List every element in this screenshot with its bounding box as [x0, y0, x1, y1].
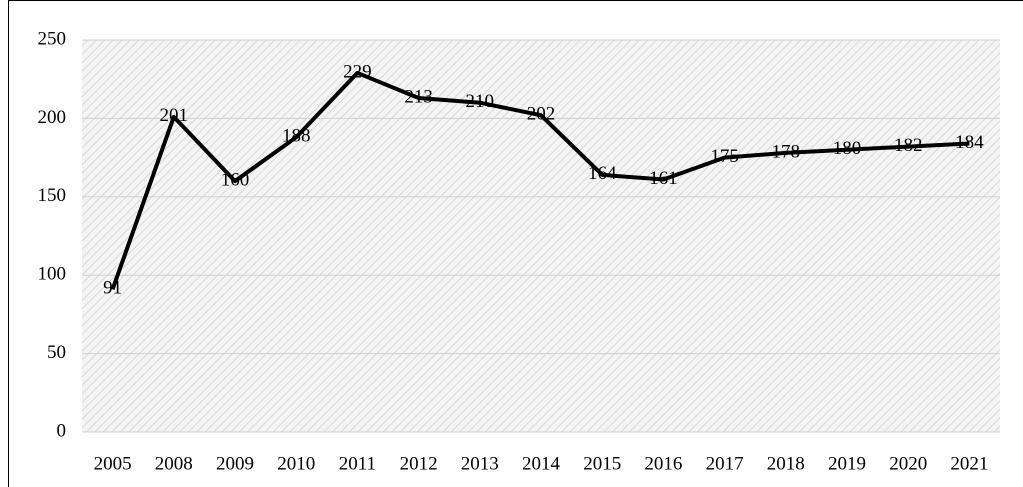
data-label: 188: [282, 126, 311, 147]
x-tick-label: 2013: [461, 453, 499, 474]
x-tick-label: 2005: [94, 453, 132, 474]
x-tick-label: 2009: [216, 453, 254, 474]
data-label: 180: [833, 138, 862, 159]
y-tick-label: 200: [38, 107, 67, 128]
data-label: 202: [527, 104, 556, 125]
x-tick-label: 2011: [339, 453, 376, 474]
plot-area: [82, 40, 1000, 432]
data-label: 91: [103, 278, 122, 299]
data-label: 160: [221, 169, 250, 190]
data-label: 201: [160, 105, 189, 126]
data-label: 210: [466, 91, 495, 112]
data-label: 229: [343, 61, 372, 82]
x-tick-label: 2021: [950, 453, 988, 474]
x-tick-label: 2015: [583, 453, 621, 474]
frame: [8, 0, 1023, 487]
data-label: 213: [404, 86, 433, 107]
x-tick-label: 2010: [277, 453, 315, 474]
data-label: 184: [955, 132, 984, 153]
y-tick-label: 250: [38, 28, 67, 49]
x-tick-label: 2019: [828, 453, 866, 474]
y-tick-label: 50: [47, 342, 66, 363]
x-tick-label: 2012: [400, 453, 438, 474]
x-tick-label: 2014: [522, 453, 561, 474]
x-tick-label: 2018: [767, 453, 805, 474]
data-label: 161: [649, 168, 678, 189]
x-tick-label: 2016: [644, 453, 682, 474]
x-tick-label: 2020: [889, 453, 927, 474]
data-label: 175: [710, 146, 739, 167]
data-label: 164: [588, 163, 617, 184]
y-tick-label: 100: [38, 264, 67, 285]
y-tick-label: 150: [38, 185, 67, 206]
line: [110, 70, 970, 290]
data-label: 182: [894, 135, 923, 156]
x-tick-label: 2008: [155, 453, 193, 474]
x-tick-label: 2017: [706, 453, 744, 474]
data-label: 178: [772, 141, 801, 162]
y-tick-label: 0: [57, 420, 67, 441]
